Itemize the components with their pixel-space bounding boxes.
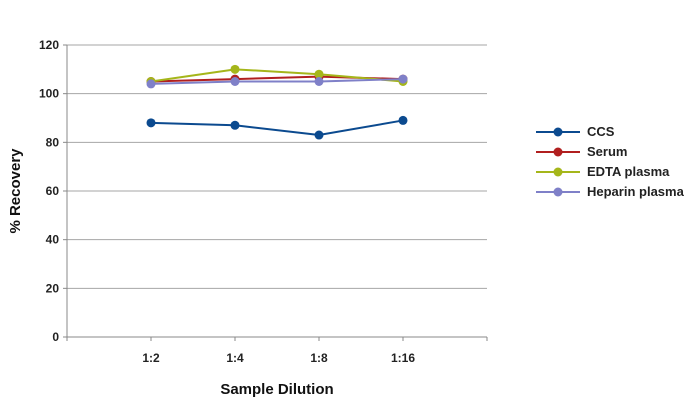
y-tick-label: 100 bbox=[39, 87, 59, 101]
data-point bbox=[398, 74, 408, 84]
data-point bbox=[230, 77, 240, 86]
legend-label: CCS bbox=[587, 124, 615, 139]
legend-item: CCS bbox=[536, 124, 615, 139]
data-point bbox=[314, 77, 324, 86]
legend-swatch-marker bbox=[553, 147, 563, 157]
x-tick-labels: 1:2 1:4 1:8 1:16 bbox=[66, 337, 488, 365]
y-tick-label: 120 bbox=[39, 38, 59, 52]
y-tick-label: 0 bbox=[52, 330, 59, 344]
data-point bbox=[230, 120, 240, 130]
data-point bbox=[314, 69, 324, 79]
legend-swatch-marker bbox=[553, 127, 563, 137]
legend-swatch-marker bbox=[553, 167, 563, 177]
series-lines bbox=[146, 64, 408, 140]
legend-label: EDTA plasma bbox=[587, 164, 670, 179]
legend-label: Heparin plasma bbox=[587, 184, 685, 199]
data-point bbox=[230, 64, 240, 74]
x-tick-label: 1:4 bbox=[226, 351, 244, 365]
x-tick-label: 1:2 bbox=[142, 351, 160, 365]
x-tick-label: 1:8 bbox=[310, 351, 328, 365]
legend: CCS Serum EDTA plasma Heparin plasma bbox=[536, 124, 685, 199]
data-point bbox=[146, 79, 156, 89]
y-tick-labels: 0 20 40 60 80 100 120 bbox=[39, 38, 67, 344]
y-tick-label: 20 bbox=[46, 281, 60, 295]
gridlines bbox=[67, 44, 487, 289]
series-line bbox=[150, 119, 404, 137]
legend-swatch-marker bbox=[553, 187, 563, 197]
legend-item: Serum bbox=[536, 144, 627, 159]
y-tick-label: 40 bbox=[46, 233, 60, 247]
data-point bbox=[146, 118, 156, 128]
legend-label: Serum bbox=[587, 144, 627, 159]
x-axis-title: Sample Dilution bbox=[220, 381, 333, 398]
series-line bbox=[150, 78, 404, 85]
y-tick-label: 80 bbox=[46, 135, 60, 149]
data-point bbox=[314, 130, 324, 140]
data-point bbox=[398, 115, 408, 125]
series-ccs bbox=[146, 115, 408, 140]
legend-item: Heparin plasma bbox=[536, 184, 685, 199]
y-tick-label: 60 bbox=[46, 184, 60, 198]
series-line bbox=[150, 68, 404, 83]
legend-item: EDTA plasma bbox=[536, 164, 670, 179]
series-heparin-plasma bbox=[146, 74, 408, 89]
x-tick-label: 1:16 bbox=[391, 351, 415, 365]
y-axis-title: % Recovery bbox=[7, 148, 24, 234]
